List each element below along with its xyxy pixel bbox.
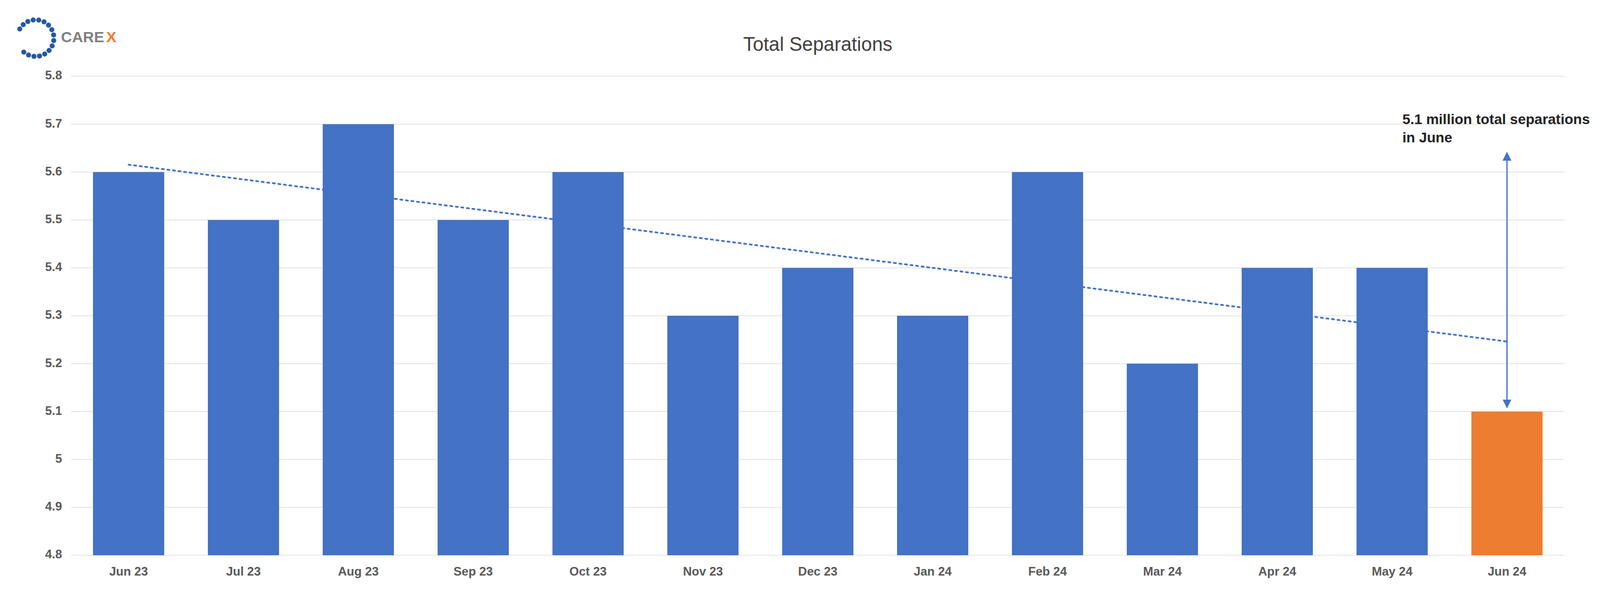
bar bbox=[552, 171, 624, 556]
logo-dot bbox=[37, 53, 43, 59]
y-axis: 4.8 4.9 5 5.1 5.2 5.3 5.4 5.5 5.6 5.7 5.8 bbox=[45, 68, 63, 561]
annotation: 5.1 million total separationsin June bbox=[1402, 111, 1590, 408]
title: Total Separations bbox=[743, 33, 893, 55]
logo-dot bbox=[49, 26, 55, 33]
bar bbox=[782, 267, 854, 556]
chart: 4.8 4.9 5 5.1 5.2 5.3 5.4 5.5 5.6 5.7 5.8 Jun 23 Jul… bbox=[0, 0, 1600, 601]
y-tick-label: 4.8 bbox=[45, 546, 63, 561]
trend-line bbox=[128, 164, 1507, 342]
logo-dot bbox=[51, 38, 57, 44]
x-tick-label: May 24 bbox=[1371, 564, 1413, 578]
plot-area bbox=[93, 124, 1543, 556]
x-tick-label: Feb 24 bbox=[1028, 564, 1068, 578]
logo-dot bbox=[42, 51, 48, 57]
bar bbox=[93, 171, 165, 556]
grid bbox=[71, 76, 1565, 556]
logo-dot bbox=[21, 49, 27, 55]
grid-line bbox=[71, 76, 1565, 77]
bar bbox=[897, 315, 969, 556]
logo-dot bbox=[25, 52, 32, 58]
y-tick-label: 5.4 bbox=[45, 259, 63, 274]
y-tick-label: 5.3 bbox=[45, 307, 63, 322]
logo-dot bbox=[31, 53, 37, 59]
bar bbox=[1011, 171, 1084, 556]
annotation-arrow bbox=[1506, 152, 1509, 408]
logo: CAREX bbox=[17, 17, 117, 59]
x-tick-label: Dec 23 bbox=[797, 564, 838, 578]
y-tick-label: 5.6 bbox=[45, 164, 63, 178]
y-tick-label: 5.8 bbox=[45, 68, 63, 82]
logo-dot bbox=[41, 19, 47, 25]
bar bbox=[437, 220, 509, 556]
x-tick-label: Sep 23 bbox=[453, 564, 493, 578]
x-tick-label: Jan 24 bbox=[913, 564, 952, 578]
x-tick-label: Apr 24 bbox=[1258, 564, 1297, 578]
y-tick-label: 5.5 bbox=[45, 211, 63, 226]
bar bbox=[1356, 267, 1428, 556]
bar bbox=[207, 220, 280, 556]
logo-dot bbox=[20, 21, 26, 27]
x-axis: Jun 23 Jul 23 Aug 23 Sep 23 Oct 23 Nov 23 Dec … bbox=[109, 564, 1527, 578]
y-tick-label: 5.7 bbox=[45, 116, 63, 131]
x-tick-label: Jul 23 bbox=[226, 564, 261, 578]
logo-text: CARE bbox=[60, 28, 105, 46]
grid-line bbox=[71, 171, 1565, 173]
x-tick-label: Jun 23 bbox=[109, 564, 148, 578]
x-tick-label: Oct 23 bbox=[569, 564, 607, 578]
logo-dot bbox=[36, 17, 42, 23]
logo-dot bbox=[30, 17, 36, 23]
annotation-text: 5.1 million total separations bbox=[1402, 111, 1590, 128]
bar bbox=[322, 124, 394, 556]
bar bbox=[1241, 267, 1313, 556]
x-tick-label: Mar 24 bbox=[1143, 564, 1183, 578]
y-tick-label: 4.9 bbox=[45, 499, 63, 513]
logo-dot bbox=[45, 22, 51, 28]
x-tick-label: Jun 24 bbox=[1487, 564, 1527, 578]
y-tick-label: 5.1 bbox=[45, 403, 63, 418]
logo-dot bbox=[46, 47, 52, 53]
bar bbox=[1471, 411, 1543, 556]
grid-line bbox=[71, 219, 1565, 221]
logo-dot bbox=[49, 43, 55, 49]
logo-text: X bbox=[106, 28, 117, 46]
annotation-text: in June bbox=[1402, 129, 1453, 146]
x-tick-label: Nov 23 bbox=[683, 564, 724, 578]
bar bbox=[1126, 363, 1198, 556]
logo-dot bbox=[17, 26, 23, 32]
logo-dot bbox=[50, 32, 56, 38]
grid-line bbox=[71, 124, 1565, 125]
logo-dot bbox=[25, 18, 31, 24]
y-tick-label: 5 bbox=[55, 451, 63, 466]
y-tick-label: 5.2 bbox=[45, 355, 63, 370]
bar bbox=[667, 315, 739, 556]
x-tick-label: Aug 23 bbox=[337, 564, 379, 578]
